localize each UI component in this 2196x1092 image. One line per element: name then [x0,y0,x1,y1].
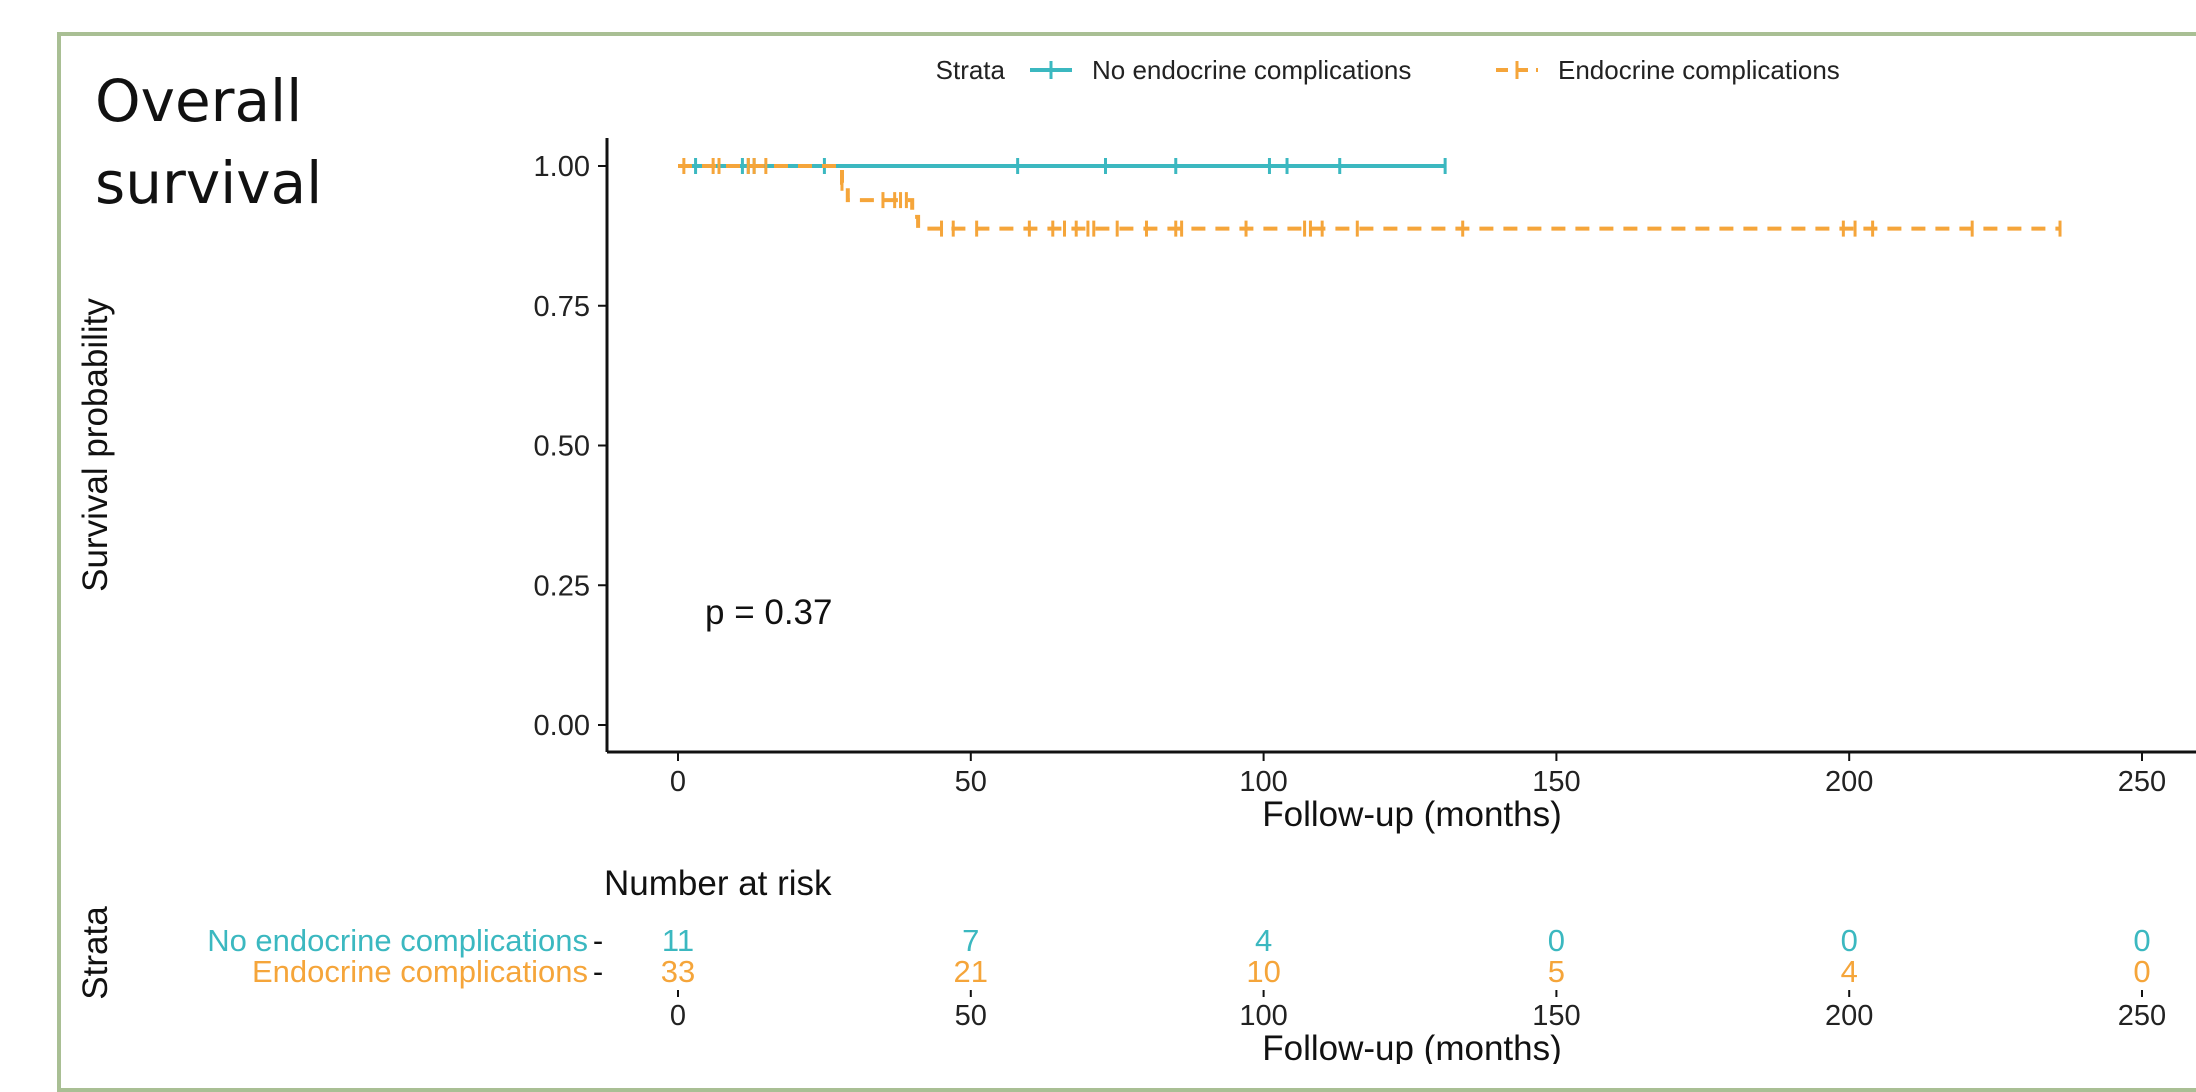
figure-title: Overall survival [95,67,323,217]
risk-x-tick-label: 250 [2118,1000,2166,1032]
survival-chart: 0.000.250.500.751.000 50 100 150 200 250Follo… [76,55,2196,1064]
y-tick-label: 0.50 [534,431,590,463]
risk-row-tick: - [593,954,603,989]
risk-x-tick-label: 0 [670,1000,686,1032]
risk-row-tick: - [593,923,603,958]
legend-entry: Endocrine complications [1558,55,1840,85]
risk-row-label: No endocrine complications [207,923,588,958]
figure-panel [57,32,2196,1092]
x-tick-label: 50 [955,766,987,798]
risk-count: 21 [954,954,988,989]
legend-title: Strata [936,55,1006,85]
risk-x-tick-label: 50 [955,1000,987,1032]
risk-x-tick-label: 100 [1239,1000,1287,1032]
risk-table-title: Number at risk [604,864,832,903]
risk-x-tick-label: 150 [1532,1000,1580,1032]
x-tick-label: 100 [1239,766,1287,798]
risk-count: 0 [1548,923,1565,958]
y-tick-label: 0.75 [534,291,590,323]
risk-count: 10 [1246,954,1280,989]
risk-count: 0 [2133,923,2150,958]
risk-count: 0 [2133,954,2150,989]
p-value-annotation: p = 0.37 [705,593,832,632]
risk-count: 4 [1255,923,1272,958]
legend-entry: No endocrine complications [1092,55,1411,85]
y-axis-title: Survival probability [76,298,115,592]
y-tick-label: 1.00 [534,151,590,183]
risk-count: 0 [1841,923,1858,958]
risk-count: 4 [1841,954,1858,989]
x-tick-label: 200 [1825,766,1873,798]
survival-curve-endocrine [678,164,2060,231]
risk-row-label: Endocrine complications [252,954,588,989]
x-tick-label: 250 [2118,766,2166,798]
risk-count: 7 [962,923,979,958]
y-tick-label: 0.25 [534,570,590,602]
risk-count: 5 [1548,954,1565,989]
risk-x-axis-title: Follow-up (months) [1262,1029,1562,1064]
y-tick-label: 0.00 [534,710,590,742]
risk-table-y-title: Strata [76,906,115,1000]
risk-count: 33 [661,954,695,989]
x-tick-label: 150 [1532,766,1580,798]
x-tick-label: 0 [670,766,686,798]
risk-count: 11 [662,923,694,958]
risk-x-tick-label: 200 [1825,1000,1873,1032]
x-axis-title: Follow-up (months) [1262,795,1562,834]
